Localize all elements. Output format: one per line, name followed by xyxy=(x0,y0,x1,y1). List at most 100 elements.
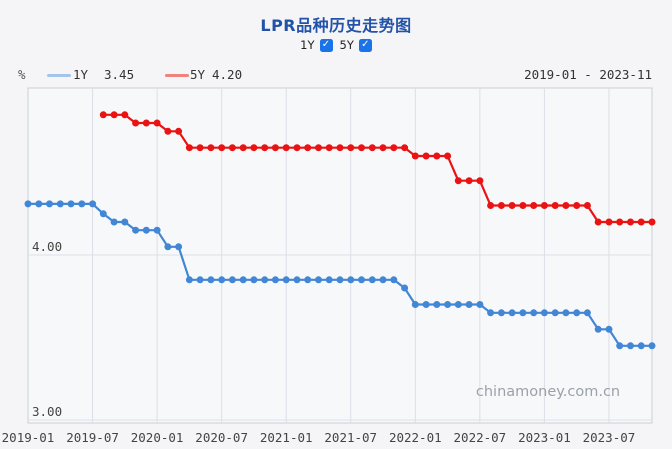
data-point-1y[interactable] xyxy=(99,210,107,218)
data-point-1y[interactable] xyxy=(24,200,32,208)
data-point-1y[interactable] xyxy=(271,276,279,284)
data-point-1y[interactable] xyxy=(282,276,290,284)
data-point-1y[interactable] xyxy=(78,200,86,208)
data-point-1y[interactable] xyxy=(422,301,430,308)
data-point-5y[interactable] xyxy=(121,111,129,119)
data-point-5y[interactable] xyxy=(627,218,634,226)
data-point-1y[interactable] xyxy=(433,301,441,308)
data-point-1y[interactable] xyxy=(35,200,43,208)
data-point-1y[interactable] xyxy=(497,309,505,317)
data-point-5y[interactable] xyxy=(261,144,269,152)
data-point-5y[interactable] xyxy=(562,202,570,209)
data-point-1y[interactable] xyxy=(465,301,473,308)
data-point-1y[interactable] xyxy=(411,301,419,308)
data-point-5y[interactable] xyxy=(239,144,247,152)
data-point-1y[interactable] xyxy=(89,200,97,208)
data-point-5y[interactable] xyxy=(250,144,258,152)
data-point-1y[interactable] xyxy=(218,276,226,284)
data-point-1y[interactable] xyxy=(540,309,548,317)
data-point-5y[interactable] xyxy=(99,111,107,119)
data-point-5y[interactable] xyxy=(519,202,527,209)
data-point-1y[interactable] xyxy=(648,342,656,350)
data-point-1y[interactable] xyxy=(196,276,204,284)
data-point-1y[interactable] xyxy=(637,342,645,350)
data-point-5y[interactable] xyxy=(411,152,419,160)
data-point-1y[interactable] xyxy=(304,276,312,284)
data-point-1y[interactable] xyxy=(239,276,247,284)
data-point-5y[interactable] xyxy=(293,144,301,152)
data-point-1y[interactable] xyxy=(250,276,258,284)
data-point-5y[interactable] xyxy=(422,152,430,160)
data-point-5y[interactable] xyxy=(175,127,183,135)
data-point-5y[interactable] xyxy=(648,218,656,226)
data-point-5y[interactable] xyxy=(153,119,161,127)
data-point-1y[interactable] xyxy=(228,276,236,284)
data-point-5y[interactable] xyxy=(540,202,548,209)
data-point-1y[interactable] xyxy=(67,200,75,208)
data-point-1y[interactable] xyxy=(594,325,602,333)
data-point-1y[interactable] xyxy=(627,342,634,350)
data-point-5y[interactable] xyxy=(368,144,376,152)
data-point-5y[interactable] xyxy=(433,152,441,160)
data-point-5y[interactable] xyxy=(218,144,226,152)
data-point-1y[interactable] xyxy=(175,243,183,251)
data-point-1y[interactable] xyxy=(293,276,301,284)
data-point-5y[interactable] xyxy=(196,144,204,152)
data-point-5y[interactable] xyxy=(454,177,462,185)
data-point-1y[interactable] xyxy=(390,276,398,284)
data-point-5y[interactable] xyxy=(347,144,355,152)
data-point-5y[interactable] xyxy=(637,218,645,226)
data-point-5y[interactable] xyxy=(508,202,516,209)
data-point-1y[interactable] xyxy=(583,309,591,317)
data-point-1y[interactable] xyxy=(379,276,387,284)
data-point-5y[interactable] xyxy=(282,144,290,152)
data-point-5y[interactable] xyxy=(185,144,193,152)
data-point-5y[interactable] xyxy=(497,202,505,209)
data-point-1y[interactable] xyxy=(207,276,215,284)
data-point-1y[interactable] xyxy=(508,309,516,317)
data-point-5y[interactable] xyxy=(487,202,495,209)
data-point-5y[interactable] xyxy=(304,144,312,152)
data-point-5y[interactable] xyxy=(444,152,452,160)
data-point-5y[interactable] xyxy=(142,119,150,127)
data-point-1y[interactable] xyxy=(110,218,118,226)
data-point-1y[interactable] xyxy=(530,309,538,317)
data-point-1y[interactable] xyxy=(185,276,193,284)
data-point-1y[interactable] xyxy=(476,301,484,308)
data-point-5y[interactable] xyxy=(551,202,559,209)
data-point-1y[interactable] xyxy=(368,276,376,284)
data-point-5y[interactable] xyxy=(476,177,484,185)
data-point-1y[interactable] xyxy=(325,276,333,284)
data-point-5y[interactable] xyxy=(207,144,215,152)
data-point-5y[interactable] xyxy=(271,144,279,152)
data-point-5y[interactable] xyxy=(336,144,344,152)
data-point-1y[interactable] xyxy=(573,309,581,317)
data-point-5y[interactable] xyxy=(358,144,365,152)
data-point-1y[interactable] xyxy=(46,200,53,208)
checkbox-1y[interactable]: ✓ xyxy=(319,38,333,52)
data-point-5y[interactable] xyxy=(390,144,398,152)
data-point-5y[interactable] xyxy=(573,202,581,209)
data-point-1y[interactable] xyxy=(164,243,172,251)
data-point-5y[interactable] xyxy=(594,218,602,226)
data-point-1y[interactable] xyxy=(132,226,140,234)
data-point-1y[interactable] xyxy=(121,218,129,226)
data-point-1y[interactable] xyxy=(347,276,355,284)
data-point-5y[interactable] xyxy=(379,144,387,152)
data-point-5y[interactable] xyxy=(605,218,613,226)
data-point-1y[interactable] xyxy=(142,226,150,234)
data-point-5y[interactable] xyxy=(325,144,333,152)
checkbox-5y[interactable]: ✓ xyxy=(358,38,372,52)
data-point-1y[interactable] xyxy=(562,309,570,317)
data-point-5y[interactable] xyxy=(583,202,591,209)
data-point-1y[interactable] xyxy=(358,276,365,284)
data-point-1y[interactable] xyxy=(336,276,344,284)
data-point-1y[interactable] xyxy=(315,276,322,284)
data-point-1y[interactable] xyxy=(487,309,495,317)
data-point-5y[interactable] xyxy=(110,111,118,119)
data-point-1y[interactable] xyxy=(56,200,64,208)
data-point-5y[interactable] xyxy=(315,144,322,152)
data-point-1y[interactable] xyxy=(454,301,462,308)
data-point-1y[interactable] xyxy=(616,342,624,350)
data-point-1y[interactable] xyxy=(519,309,527,317)
